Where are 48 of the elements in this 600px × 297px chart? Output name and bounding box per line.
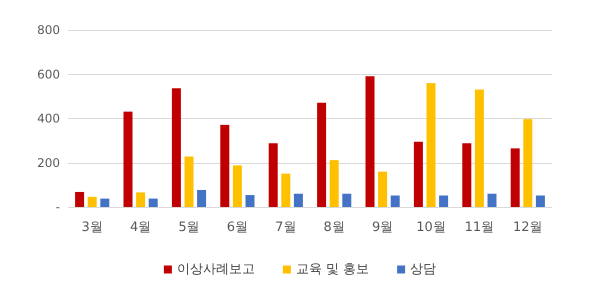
bar — [414, 142, 423, 207]
bar — [294, 194, 303, 207]
bar — [317, 102, 326, 207]
bar — [462, 143, 472, 207]
legend-label: 이상사례보고 — [176, 262, 255, 277]
x-tick-label: 5월 — [178, 220, 200, 235]
y-tick-label: 400 — [37, 112, 60, 126]
bar — [220, 124, 230, 207]
x-tick-label: 11월 — [464, 220, 494, 235]
bar — [390, 195, 400, 207]
y-tick-label: 800 — [37, 23, 60, 37]
bar — [510, 148, 520, 207]
bar — [474, 90, 484, 207]
bar — [124, 112, 132, 207]
legend-label: 교육 및 홍보 — [296, 262, 370, 277]
bar — [523, 119, 532, 207]
x-tick-label: 7월 — [275, 220, 296, 235]
y-tick-label: - — [56, 200, 60, 214]
x-tick-label: 8월 — [324, 220, 345, 235]
bar — [330, 160, 339, 207]
x-tick-label: 6월 — [226, 220, 248, 235]
bar — [268, 143, 278, 207]
bar — [100, 198, 110, 207]
bar — [148, 198, 158, 207]
bar — [172, 88, 181, 207]
bar — [75, 192, 84, 207]
bar — [246, 195, 254, 207]
bar — [136, 192, 146, 207]
x-tick-label: 12월 — [513, 220, 543, 235]
bar — [232, 165, 242, 207]
bar — [281, 174, 290, 207]
y-tick-label: 600 — [37, 67, 60, 82]
bar — [439, 195, 448, 207]
x-tick-label: 3월 — [82, 220, 103, 235]
bar — [488, 194, 496, 207]
legend-label: 상담 — [410, 262, 436, 277]
bar — [378, 172, 388, 207]
bar — [184, 156, 194, 207]
x-tick-label: 10월 — [416, 220, 446, 235]
bar — [88, 196, 97, 207]
x-tick-label: 4월 — [130, 220, 152, 235]
bar — [342, 194, 352, 207]
bar — [366, 76, 374, 207]
bar — [426, 83, 436, 207]
x-tick-label: 9월 — [372, 220, 394, 235]
y-tick-label: 200 — [37, 156, 60, 170]
bar — [536, 195, 545, 207]
bar — [197, 190, 206, 207]
